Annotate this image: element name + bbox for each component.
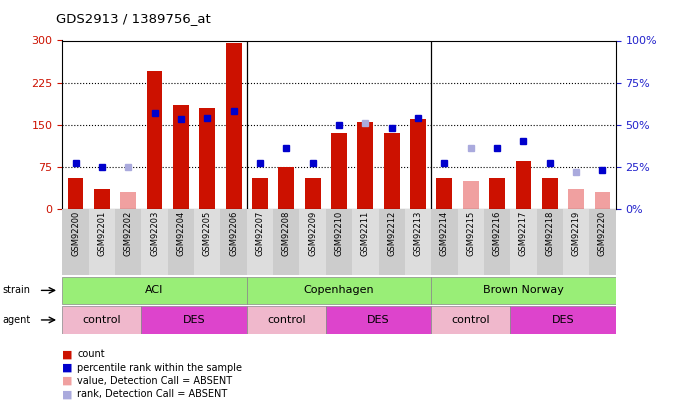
Text: GSM92206: GSM92206 bbox=[229, 211, 238, 256]
Bar bbox=[511, 306, 616, 334]
Bar bbox=[431, 209, 458, 275]
Bar bbox=[194, 209, 220, 275]
Bar bbox=[300, 209, 326, 275]
Text: count: count bbox=[77, 350, 105, 359]
Text: agent: agent bbox=[2, 315, 31, 325]
Text: ■: ■ bbox=[62, 376, 73, 386]
Text: rank, Detection Call = ABSENT: rank, Detection Call = ABSENT bbox=[77, 390, 228, 399]
Bar bbox=[94, 189, 110, 209]
Text: DES: DES bbox=[367, 315, 390, 325]
Text: strain: strain bbox=[2, 286, 30, 295]
Bar bbox=[68, 178, 83, 209]
Bar bbox=[542, 178, 558, 209]
Bar bbox=[62, 306, 142, 334]
Text: GSM92209: GSM92209 bbox=[308, 211, 317, 256]
Text: control: control bbox=[267, 315, 306, 325]
Bar bbox=[89, 209, 115, 275]
Bar bbox=[536, 209, 563, 275]
Text: GSM92207: GSM92207 bbox=[256, 211, 264, 256]
Text: value, Detection Call = ABSENT: value, Detection Call = ABSENT bbox=[77, 376, 233, 386]
Bar bbox=[247, 277, 431, 304]
Bar bbox=[173, 105, 189, 209]
Bar bbox=[405, 209, 431, 275]
Bar bbox=[357, 122, 374, 209]
Bar bbox=[484, 209, 511, 275]
Bar bbox=[167, 209, 194, 275]
Bar bbox=[431, 277, 616, 304]
Bar bbox=[331, 133, 347, 209]
Bar bbox=[352, 209, 378, 275]
Bar bbox=[304, 178, 321, 209]
Bar bbox=[273, 209, 300, 275]
Text: GSM92208: GSM92208 bbox=[282, 211, 291, 256]
Bar bbox=[437, 178, 452, 209]
Bar bbox=[595, 192, 610, 209]
Bar bbox=[226, 43, 241, 209]
Bar bbox=[115, 209, 142, 275]
Text: ACI: ACI bbox=[145, 286, 164, 295]
Text: DES: DES bbox=[183, 315, 205, 325]
Text: GSM92219: GSM92219 bbox=[572, 211, 580, 256]
Text: ■: ■ bbox=[62, 390, 73, 399]
Bar bbox=[326, 306, 431, 334]
Bar bbox=[378, 209, 405, 275]
Text: GDS2913 / 1389756_at: GDS2913 / 1389756_at bbox=[56, 12, 210, 25]
Text: GSM92213: GSM92213 bbox=[414, 211, 422, 256]
Text: GSM92203: GSM92203 bbox=[150, 211, 159, 256]
Text: ■: ■ bbox=[62, 363, 73, 373]
Text: control: control bbox=[83, 315, 121, 325]
Text: percentile rank within the sample: percentile rank within the sample bbox=[77, 363, 242, 373]
Text: GSM92212: GSM92212 bbox=[387, 211, 396, 256]
Text: GSM92216: GSM92216 bbox=[493, 211, 502, 256]
Bar bbox=[252, 178, 268, 209]
Text: GSM92215: GSM92215 bbox=[466, 211, 475, 256]
Text: GSM92220: GSM92220 bbox=[598, 211, 607, 256]
Bar bbox=[247, 209, 273, 275]
Bar bbox=[568, 189, 584, 209]
Bar bbox=[247, 306, 326, 334]
Text: GSM92211: GSM92211 bbox=[361, 211, 370, 256]
Text: GSM92200: GSM92200 bbox=[71, 211, 80, 256]
Bar bbox=[142, 209, 167, 275]
Bar bbox=[62, 209, 89, 275]
Text: GSM92201: GSM92201 bbox=[98, 211, 106, 256]
Bar bbox=[431, 306, 511, 334]
Bar bbox=[326, 209, 352, 275]
Bar bbox=[489, 178, 505, 209]
Text: GSM92205: GSM92205 bbox=[203, 211, 212, 256]
Text: GSM92218: GSM92218 bbox=[545, 211, 554, 256]
Bar bbox=[384, 133, 399, 209]
Bar bbox=[220, 209, 247, 275]
Bar bbox=[463, 181, 479, 209]
Text: Brown Norway: Brown Norway bbox=[483, 286, 564, 295]
Bar bbox=[563, 209, 589, 275]
Bar bbox=[142, 306, 247, 334]
Text: control: control bbox=[452, 315, 490, 325]
Text: GSM92217: GSM92217 bbox=[519, 211, 528, 256]
Text: Copenhagen: Copenhagen bbox=[304, 286, 374, 295]
Bar bbox=[199, 108, 215, 209]
Bar bbox=[62, 277, 247, 304]
Bar bbox=[458, 209, 484, 275]
Bar bbox=[146, 71, 163, 209]
Bar bbox=[515, 161, 532, 209]
Text: GSM92210: GSM92210 bbox=[334, 211, 344, 256]
Text: ■: ■ bbox=[62, 350, 73, 359]
Text: GSM92202: GSM92202 bbox=[124, 211, 133, 256]
Bar bbox=[511, 209, 536, 275]
Text: GSM92214: GSM92214 bbox=[440, 211, 449, 256]
Text: GSM92204: GSM92204 bbox=[176, 211, 185, 256]
Text: DES: DES bbox=[552, 315, 574, 325]
Bar bbox=[279, 166, 294, 209]
Bar bbox=[120, 192, 136, 209]
Bar bbox=[589, 209, 616, 275]
Bar bbox=[410, 119, 426, 209]
